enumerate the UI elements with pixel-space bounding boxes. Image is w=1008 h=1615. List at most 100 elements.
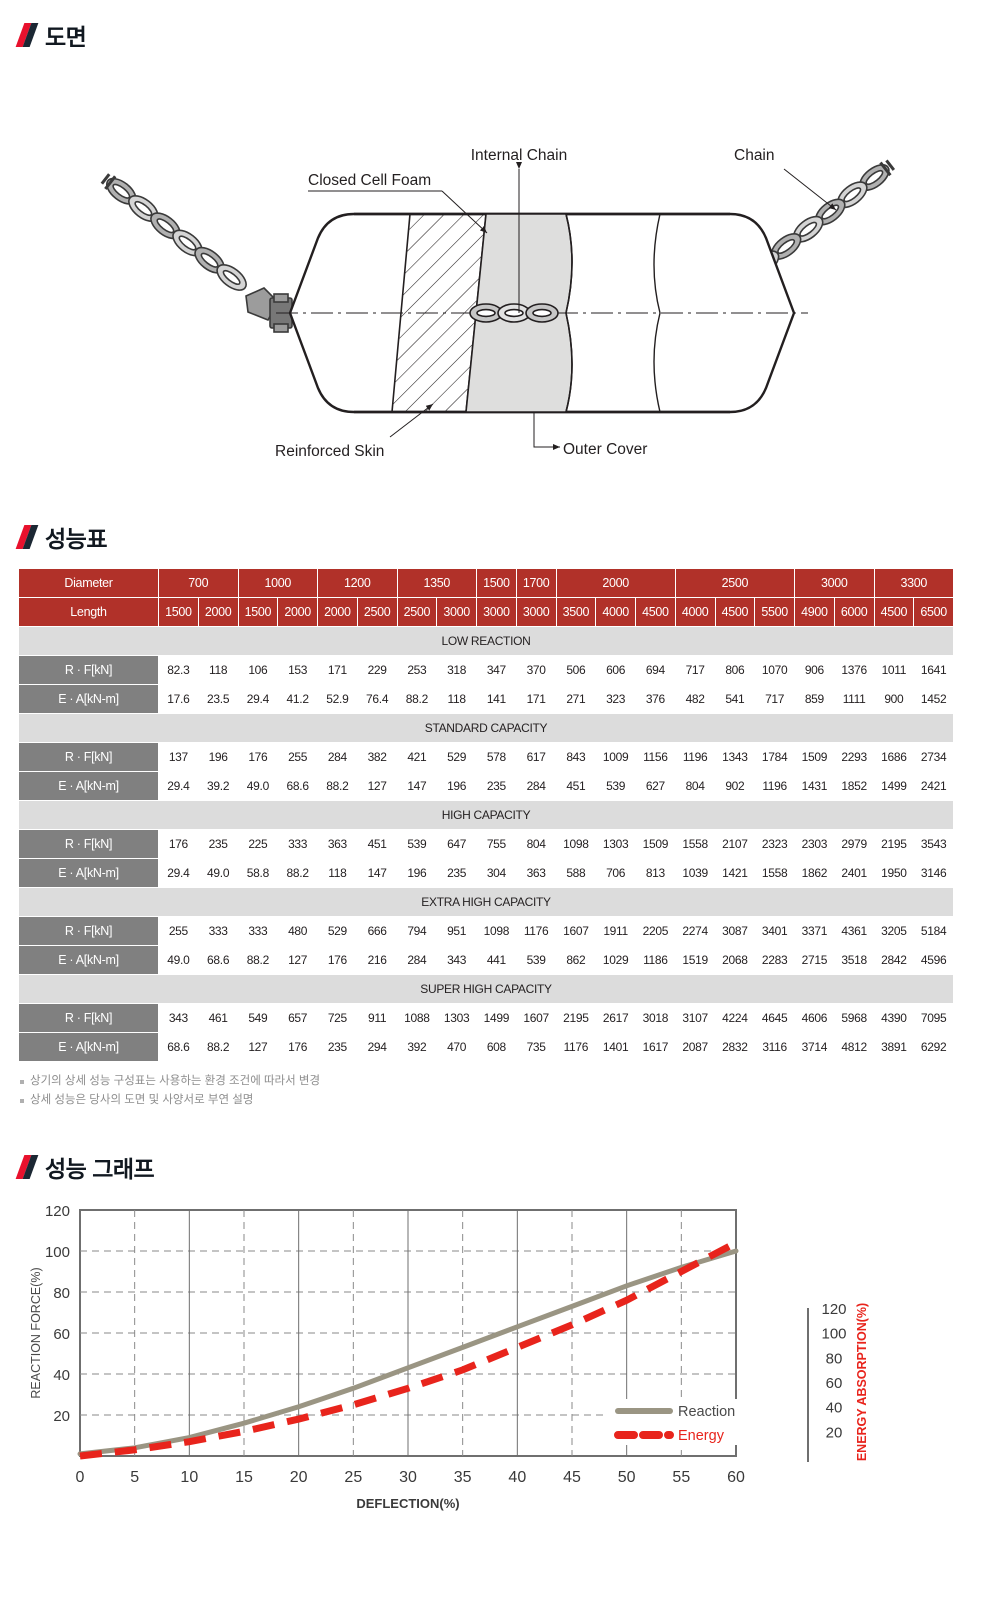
capacity-band-row: HIGH CAPACITY (18, 800, 954, 830)
length-cell: 3000 (515, 597, 557, 627)
drawing-section-title: 도면 (45, 24, 87, 50)
row-label: E · A[kN-m] (18, 858, 159, 888)
y-axis-tick-label: 100 (45, 1244, 70, 1261)
data-cell: 1641 (913, 655, 954, 685)
slash-accent-icon (15, 525, 39, 549)
data-cell: 7095 (913, 1003, 954, 1033)
row-label: E · A[kN-m] (18, 945, 159, 975)
data-cell: 1862 (794, 858, 835, 888)
diameter-cell: 3000 (794, 568, 875, 598)
length-cell: 5500 (754, 597, 795, 627)
data-cell: 755 (476, 829, 517, 859)
data-cell: 1176 (515, 916, 557, 946)
data-cell: 717 (754, 684, 795, 714)
y2-axis-title: ENERGY ABSORPTION(%) (855, 1303, 869, 1461)
y2-axis-tick-label: 80 (826, 1350, 843, 1367)
data-cell: 647 (436, 829, 477, 859)
data-cell: 3087 (714, 916, 756, 946)
data-cell: 39.2 (197, 771, 239, 801)
data-cell: 382 (356, 742, 398, 772)
x-axis-tick-label: 40 (508, 1469, 526, 1486)
data-cell: 627 (635, 771, 676, 801)
data-cell: 176 (158, 829, 199, 859)
data-cell: 1607 (515, 1003, 557, 1033)
y2-axis-tick-label: 120 (821, 1301, 846, 1318)
data-cell: 225 (237, 829, 279, 859)
data-cell: 2401 (833, 858, 875, 888)
diameter-cell: 2000 (555, 568, 676, 598)
legend-label-energy: Energy (678, 1428, 725, 1444)
data-cell: 318 (436, 655, 477, 685)
data-cell: 1011 (873, 655, 915, 685)
data-cell: 1070 (754, 655, 795, 685)
data-cell: 606 (595, 655, 636, 685)
data-cell: 41.2 (277, 684, 318, 714)
label-internal-chain: Internal Chain (471, 147, 568, 164)
data-cell: 2283 (754, 945, 795, 975)
data-cell: 118 (317, 858, 358, 888)
data-cell: 911 (356, 1003, 398, 1033)
row-label: E · A[kN-m] (18, 1032, 159, 1062)
data-cell: 176 (237, 742, 279, 772)
x-axis-tick-label: 35 (454, 1469, 472, 1486)
data-cell: 235 (317, 1032, 358, 1062)
graph-section-heading: 성능 그래프 (15, 1150, 990, 1184)
length-header-row: Length 1500 2000 1500 2000 2000 2500 2500 3000 3… (18, 597, 954, 627)
table-row: R · F[kN] 255 333 333 480 529 666 794 951 1098 117… (18, 916, 954, 946)
diameter-cell: 1700 (515, 568, 557, 598)
data-cell: 2205 (635, 916, 676, 946)
data-cell: 88.2 (396, 684, 438, 714)
data-cell: 171 (317, 655, 358, 685)
data-cell: 343 (158, 1003, 199, 1033)
data-cell: 235 (197, 829, 239, 859)
data-cell: 859 (794, 684, 835, 714)
data-cell: 1176 (555, 1032, 597, 1062)
data-cell: 216 (356, 945, 398, 975)
x-axis-tick-label: 0 (76, 1469, 85, 1486)
data-cell: 235 (476, 771, 517, 801)
row-label: R · F[kN] (18, 1003, 159, 1033)
data-cell: 141 (476, 684, 517, 714)
data-cell: 147 (356, 858, 398, 888)
x-axis-tick-label: 45 (563, 1469, 581, 1486)
data-cell: 1376 (833, 655, 875, 685)
data-cell: 3107 (674, 1003, 716, 1033)
label-outer-cover: Outer Cover (563, 441, 647, 458)
length-cell: 1500 (158, 597, 199, 627)
table-row: R · F[kN] 137 196 176 255 284 382 421 529 578 617 8… (18, 742, 954, 772)
row-label: R · F[kN] (18, 916, 159, 946)
data-cell: 17.6 (158, 684, 199, 714)
data-cell: 1098 (555, 829, 597, 859)
table-section-title: 성능표 (45, 526, 107, 552)
data-cell: 549 (237, 1003, 279, 1033)
data-cell: 196 (396, 858, 438, 888)
reinforced-skin-leader (389, 403, 434, 438)
length-cell: 3500 (555, 597, 597, 627)
data-cell: 1607 (555, 916, 597, 946)
row-label: E · A[kN-m] (18, 684, 159, 714)
performance-graph: 20 40 60 80 100 120 0 5 10 15 20 25 30 35 40 45 50 55 60 RE… (18, 1198, 990, 1528)
data-cell: 657 (277, 1003, 318, 1033)
slash-accent-icon (15, 23, 39, 47)
y2-axis-tick-label: 100 (821, 1326, 846, 1343)
length-cell: 2500 (356, 597, 398, 627)
row-label: R · F[kN] (18, 742, 159, 772)
data-cell: 118 (197, 655, 239, 685)
drawing-section-heading: 도면 (15, 18, 990, 52)
length-cell: 4500 (635, 597, 676, 627)
data-cell: 441 (476, 945, 517, 975)
data-cell: 3891 (873, 1032, 915, 1062)
data-cell: 1509 (635, 829, 676, 859)
data-cell: 255 (158, 916, 199, 946)
table-row: R · F[kN] 343 461 549 657 725 911 1088 1303 1499 1… (18, 1003, 954, 1033)
data-cell: 1519 (674, 945, 716, 975)
data-cell: 68.6 (197, 945, 239, 975)
data-cell: 421 (396, 742, 438, 772)
diameter-cell: 2500 (674, 568, 796, 598)
label-closed-cell-foam: Closed Cell Foam (308, 172, 431, 189)
data-cell: 147 (396, 771, 438, 801)
data-cell: 363 (317, 829, 358, 859)
data-cell: 539 (595, 771, 636, 801)
table-row: E · A[kN-m] 29.4 49.0 58.8 88.2 118 147 196 235 3… (18, 858, 954, 888)
data-cell: 127 (277, 945, 318, 975)
